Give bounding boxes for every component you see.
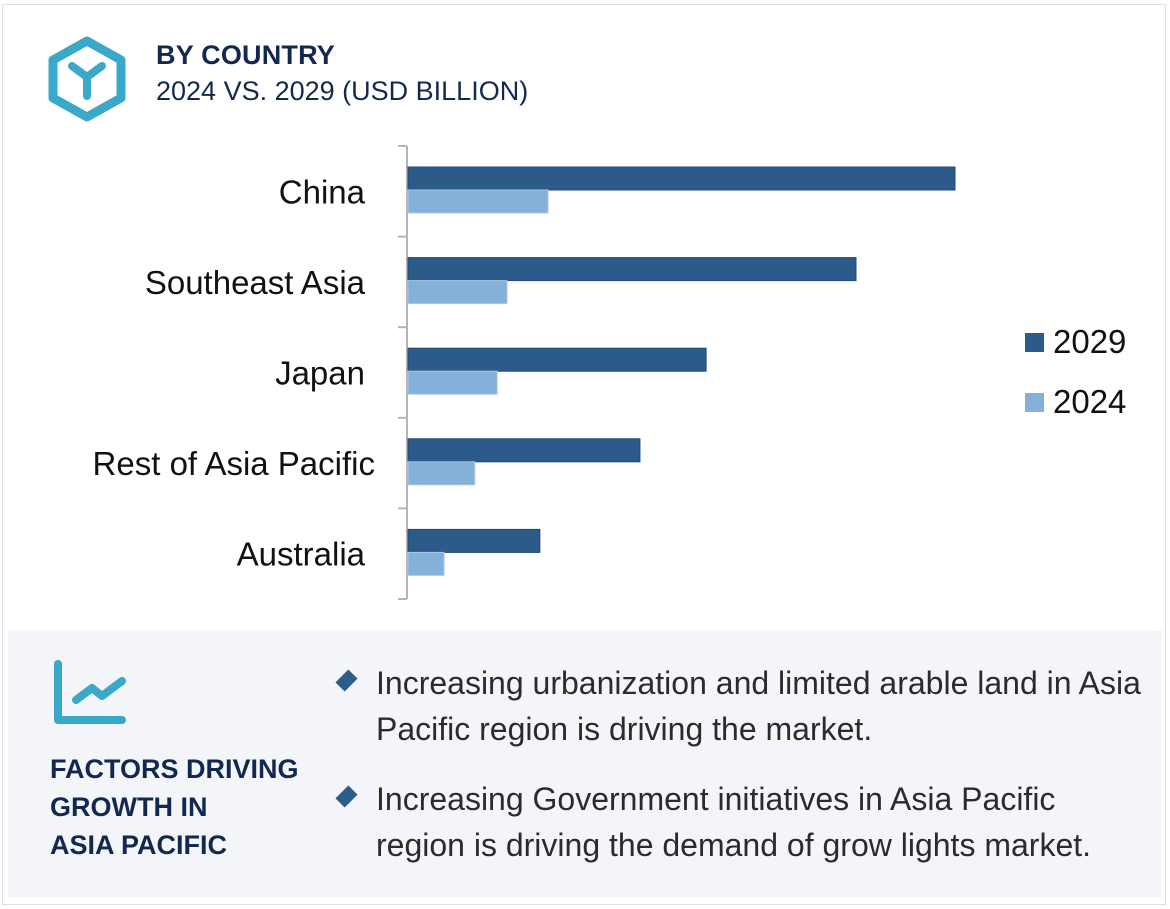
bar-2024 (407, 461, 476, 486)
factors-heading-line: ASIA PACIFIC (50, 830, 228, 860)
category-label: Rest of Asia Pacific (93, 445, 375, 482)
diamond-icon (335, 785, 358, 808)
bar-2029 (407, 347, 707, 372)
bar-2029 (407, 166, 956, 191)
factor-text: Increasing Government initiatives in Asi… (376, 781, 1092, 863)
factors-list: Increasing urbanization and limited arab… (335, 660, 1146, 892)
factor-item: Increasing Government initiatives in Asi… (335, 776, 1146, 868)
category-label: China (279, 173, 366, 210)
legend-label-2029: 2029 (1053, 323, 1126, 360)
category-label: Australia (237, 536, 366, 573)
factors-heading-line: FACTORS DRIVING (50, 754, 299, 784)
bar-chart: China Southeast Asia Japan Rest of Asia Pac… (93, 145, 1126, 600)
hexagon-y-icon (48, 36, 126, 122)
growth-factors-panel: FACTORS DRIVING GROWTH IN ASIA PACIFIC I… (8, 630, 1162, 898)
bar-2029 (407, 257, 857, 282)
legend-swatch-2024 (1025, 393, 1044, 412)
chart-title: BY COUNTRY (156, 40, 336, 70)
legend-label-2024: 2024 (1053, 383, 1126, 420)
category-label: Southeast Asia (145, 264, 366, 301)
bar-2024 (407, 370, 498, 395)
chart-subtitle: 2024 VS. 2029 (USD BILLION) (156, 76, 529, 106)
factors-heading: FACTORS DRIVING GROWTH IN ASIA PACIFIC (50, 750, 299, 864)
bar-2029 (407, 528, 541, 553)
legend-swatch-2029 (1025, 333, 1044, 352)
factor-item: Increasing urbanization and limited arab… (335, 660, 1146, 752)
bar-2024 (407, 189, 549, 214)
bar-2024 (407, 280, 508, 305)
bar-2024 (407, 551, 445, 576)
diamond-icon (335, 669, 358, 692)
bar-2029 (407, 438, 641, 463)
line-chart-icon (54, 660, 126, 724)
factors-heading-line: GROWTH IN (50, 792, 208, 822)
category-label: Japan (275, 355, 365, 392)
factor-text: Increasing urbanization and limited arab… (376, 665, 1141, 747)
